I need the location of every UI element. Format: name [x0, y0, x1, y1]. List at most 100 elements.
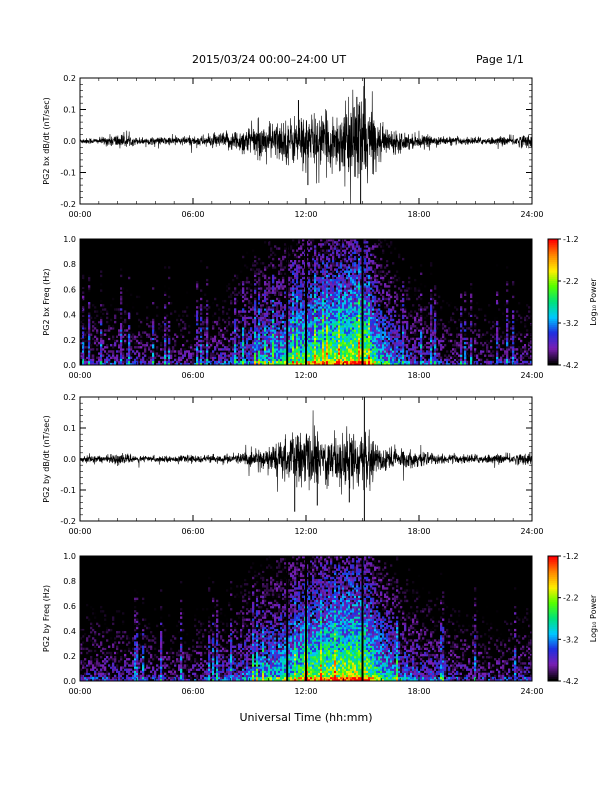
- heatmap-cell: [152, 331, 155, 334]
- heatmap-cell: [422, 337, 425, 341]
- heatmap-cell: [380, 289, 383, 292]
- heatmap-cell: [318, 316, 321, 320]
- heatmap-cell: [176, 318, 179, 322]
- heatmap-cell: [358, 320, 361, 324]
- heatmap-cell: [348, 312, 351, 315]
- heatmap-cell: [264, 241, 267, 244]
- heatmap-cell: [350, 245, 353, 248]
- heatmap-cell: [374, 245, 377, 248]
- heatmap-cell: [406, 327, 409, 330]
- heatmap-cell: [354, 304, 357, 307]
- heatmap-cell: [292, 304, 295, 307]
- heatmap-cell: [392, 356, 395, 359]
- heatmap-cell: [346, 304, 349, 307]
- heatmap-cell: [394, 291, 397, 294]
- heatmap-cell: [314, 245, 317, 248]
- heatmap-cell: [284, 354, 287, 357]
- heatmap-cell: [342, 360, 345, 364]
- heatmap-cell: [326, 354, 329, 357]
- heatmap-cell: [272, 281, 275, 284]
- heatmap-cell: [284, 304, 287, 307]
- heatmap-cell: [128, 356, 131, 359]
- heatmap-cell: [374, 323, 377, 326]
- heatmap-cell: [322, 281, 325, 284]
- heatmap-cell: [344, 253, 347, 257]
- heatmap-cell: [86, 354, 89, 357]
- heatmap-cell: [354, 312, 357, 315]
- heatmap-cell: [310, 348, 313, 351]
- heatmap-cell: [390, 348, 393, 351]
- heatmap-cell: [290, 306, 293, 309]
- heatmap-cell: [220, 362, 223, 366]
- heatmap-cell: [100, 304, 103, 307]
- heatmap-cell: [352, 312, 355, 315]
- heatmap-cell: [316, 302, 319, 305]
- heatmap-cell: [356, 297, 359, 301]
- heatmap-cell: [182, 344, 185, 347]
- heatmap-cell: [240, 314, 243, 317]
- heatmap-cell: [296, 297, 299, 301]
- heatmap-cell: [300, 253, 303, 257]
- heatmap-cell: [406, 287, 409, 290]
- heatmap-cell: [380, 350, 383, 353]
- heatmap-cell: [372, 341, 375, 345]
- heatmap-cell: [364, 360, 367, 364]
- heatmap-cell: [300, 241, 303, 244]
- heatmap-cell: [206, 360, 209, 364]
- heatmap-cell: [378, 341, 381, 345]
- heatmap-cell: [244, 316, 247, 320]
- heatmap-cell: [366, 251, 369, 254]
- heatmap-cell: [378, 360, 381, 364]
- heatmap-cell: [158, 362, 161, 366]
- heatmap-cell: [406, 350, 409, 353]
- heatmap-cell: [336, 310, 339, 313]
- heatmap-cell: [102, 308, 105, 311]
- heatmap-cell: [336, 325, 339, 328]
- heatmap-cell: [336, 339, 339, 343]
- heatmap-cell: [318, 348, 321, 351]
- heatmap-cell: [184, 352, 187, 355]
- heatmap-cell: [136, 333, 139, 336]
- heatmap-cell: [340, 356, 343, 359]
- heatmap-cell: [260, 352, 263, 355]
- heatmap-cell: [390, 339, 393, 343]
- heatmap-cell: [196, 346, 199, 349]
- heatmap-cell: [130, 293, 133, 296]
- heatmap-cell: [274, 289, 277, 292]
- heatmap-cell: [340, 281, 343, 284]
- heatmap-cell: [264, 337, 267, 341]
- heatmap-cell: [234, 352, 237, 355]
- heatmap-cell: [128, 354, 131, 357]
- heatmap-cell: [388, 312, 391, 315]
- heatmap-cell: [386, 316, 389, 320]
- heatmap-cell: [310, 270, 313, 273]
- heatmap-cell: [254, 255, 257, 259]
- heatmap-cell: [206, 266, 209, 269]
- heatmap-cell: [306, 337, 309, 341]
- heatmap-cell: [358, 285, 361, 288]
- heatmap-cell: [158, 352, 161, 355]
- heatmap-cell: [360, 350, 363, 353]
- heatmap-cell: [346, 270, 349, 273]
- heatmap-cell: [278, 247, 281, 250]
- heatmap-cell: [306, 306, 309, 309]
- heatmap-cell: [338, 337, 341, 341]
- heatmap-cell: [352, 274, 355, 278]
- heatmap-cell: [376, 274, 379, 278]
- heatmap-cell: [222, 356, 225, 359]
- heatmap-cell: [360, 276, 363, 280]
- heatmap-cell: [94, 362, 97, 366]
- heatmap-cell: [382, 278, 385, 282]
- heatmap-cell: [344, 304, 347, 307]
- heatmap-cell: [398, 253, 401, 257]
- heatmap-cell: [320, 266, 323, 269]
- heatmap-cell: [338, 297, 341, 301]
- heatmap-cell: [336, 354, 339, 357]
- heatmap-cell: [240, 310, 243, 313]
- heatmap-cell: [342, 287, 345, 290]
- heatmap-cell: [292, 350, 295, 353]
- heatmap-cell: [290, 312, 293, 315]
- heatmap-cell: [356, 295, 359, 299]
- heatmap-cell: [334, 335, 337, 338]
- heatmap-cell: [166, 331, 169, 334]
